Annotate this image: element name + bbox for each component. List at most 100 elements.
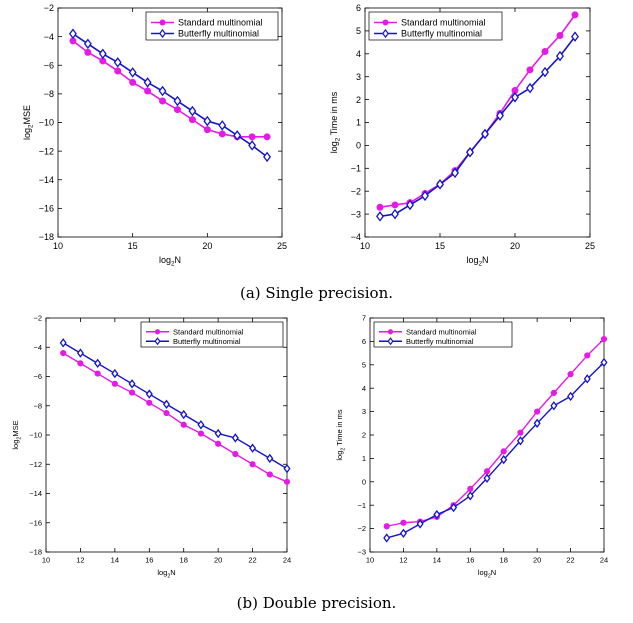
data-point-butterfly-multinomial [248, 140, 257, 151]
y-tick-label: 4 [356, 49, 361, 59]
data-point-butterfly-multinomial [94, 358, 102, 369]
x-tick-label: 14 [111, 556, 119, 565]
data-point-butterfly-multinomial [556, 50, 564, 62]
data-point-butterfly-multinomial [583, 374, 591, 384]
y-tick-label: −4 [351, 232, 361, 242]
y-tick-label: 1 [356, 118, 361, 128]
y-tick-label: −16 [29, 518, 42, 527]
y-tick-label: 0 [362, 477, 366, 486]
data-point-standard-multinomial [534, 408, 541, 415]
y-tick-label: 4 [362, 384, 366, 393]
data-point-standard-multinomial [283, 478, 291, 485]
legend-box [368, 11, 503, 41]
y-tick-label: 0 [356, 141, 361, 151]
legend-marker-standard-multinomial [382, 19, 389, 26]
data-point-butterfly-multinomial [567, 391, 575, 402]
x-axis-label: log2N [159, 255, 181, 268]
y-axis-label: log2MSE [22, 105, 35, 140]
data-point-standard-multinomial [159, 97, 167, 105]
data-point-butterfly-multinomial [399, 528, 407, 538]
data-point-butterfly-multinomial [173, 95, 182, 107]
x-tick-label: 18 [180, 556, 188, 565]
data-point-butterfly-multinomial [511, 92, 519, 103]
data-point-butterfly-multinomial [416, 519, 424, 529]
chart-panel-2: 10 15 20 25 −4 −3 −2 −1 0 1 2 3 4 5 6 log2N log2 Time in… [329, 3, 595, 268]
data-point-butterfly-multinomial [162, 399, 171, 409]
data-point-butterfly-multinomial [263, 151, 272, 163]
data-point-standard-multinomial [232, 450, 239, 458]
y-tick-label: −4 [33, 343, 42, 352]
x-tick-label: 16 [466, 556, 474, 565]
data-point-butterfly-multinomial [550, 401, 558, 411]
caption-single-precision: (a) Single precision. [240, 284, 393, 302]
plot-area [57, 7, 283, 238]
y-tick-label: −1 [351, 163, 361, 173]
data-point-butterfly-multinomial [249, 443, 257, 453]
plot-area [369, 317, 605, 553]
data-point-standard-multinomial [111, 380, 118, 387]
x-tick-label: 15 [128, 241, 138, 251]
y-tick-label: −2 [44, 3, 54, 13]
legend-label-standard-multinomial: Standard multinomial [173, 327, 244, 336]
data-point-standard-multinomial [84, 48, 92, 56]
data-point-butterfly-multinomial [600, 357, 608, 368]
x-axis-label: log2N [466, 255, 488, 268]
x-tick-label: 25 [585, 241, 595, 251]
data-point-butterfly-multinomial [481, 128, 489, 140]
data-point-butterfly-multinomial [466, 491, 474, 501]
data-point-standard-multinomial [391, 201, 399, 209]
legend-marker-standard-multinomial [154, 329, 161, 335]
data-point-standard-multinomial [550, 389, 557, 396]
y-tick-label: −14 [39, 175, 54, 185]
data-point-butterfly-multinomial [158, 85, 167, 97]
x-tick-label: 20 [214, 556, 222, 565]
y-tick-label: −3 [351, 209, 361, 219]
data-point-standard-multinomial [249, 461, 256, 468]
data-point-standard-multinomial [541, 48, 549, 56]
data-point-butterfly-multinomial [266, 453, 274, 464]
legend-label-standard-multinomial: Standard multinomial [178, 18, 263, 28]
legend-marker-butterfly-multinomial [154, 337, 161, 346]
y-tick-label: −8 [33, 401, 42, 410]
y-tick-label: 1 [362, 454, 366, 463]
data-point-butterfly-multinomial [180, 409, 188, 420]
data-point-standard-multinomial [180, 421, 187, 428]
y-tick-label: −2 [351, 186, 361, 196]
data-point-standard-multinomial [188, 116, 196, 124]
x-tick-label: 10 [360, 241, 370, 251]
legend-box [140, 321, 284, 348]
data-point-standard-multinomial [144, 87, 152, 95]
data-point-butterfly-multinomial [76, 348, 84, 358]
plot-area [364, 7, 591, 238]
y-tick-label: 2 [356, 95, 361, 105]
data-point-butterfly-multinomial [383, 533, 391, 543]
data-point-butterfly-multinomial [143, 77, 152, 88]
data-point-standard-multinomial [146, 399, 153, 406]
data-point-butterfly-multinomial [433, 509, 441, 520]
data-point-standard-multinomial [600, 335, 608, 343]
data-point-butterfly-multinomial [421, 190, 429, 202]
data-point-butterfly-multinomial [188, 105, 197, 117]
legend-marker-standard-multinomial [387, 329, 394, 335]
y-axis-label: log2 Time in ms [329, 91, 342, 153]
x-tick-label: 25 [277, 241, 287, 251]
x-tick-label: 24 [283, 556, 291, 565]
data-point-standard-multinomial [467, 485, 474, 492]
y-tick-label: −8 [44, 89, 54, 99]
y-tick-label: −6 [33, 372, 42, 381]
y-tick-label: 5 [356, 26, 361, 36]
data-point-standard-multinomial [94, 370, 101, 377]
data-point-standard-multinomial [60, 350, 67, 357]
data-point-butterfly-multinomial [113, 57, 122, 68]
data-point-standard-multinomial [128, 389, 136, 396]
data-point-standard-multinomial [163, 409, 170, 417]
y-tick-label: −4 [44, 32, 54, 42]
legend-label-butterfly-multinomial: Butterfly multinomial [401, 29, 482, 39]
y-tick-label: −6 [44, 60, 54, 70]
data-point-standard-multinomial [567, 371, 574, 378]
data-point-standard-multinomial [376, 203, 384, 211]
data-point-standard-multinomial [218, 130, 226, 138]
data-point-butterfly-multinomial [68, 28, 77, 40]
